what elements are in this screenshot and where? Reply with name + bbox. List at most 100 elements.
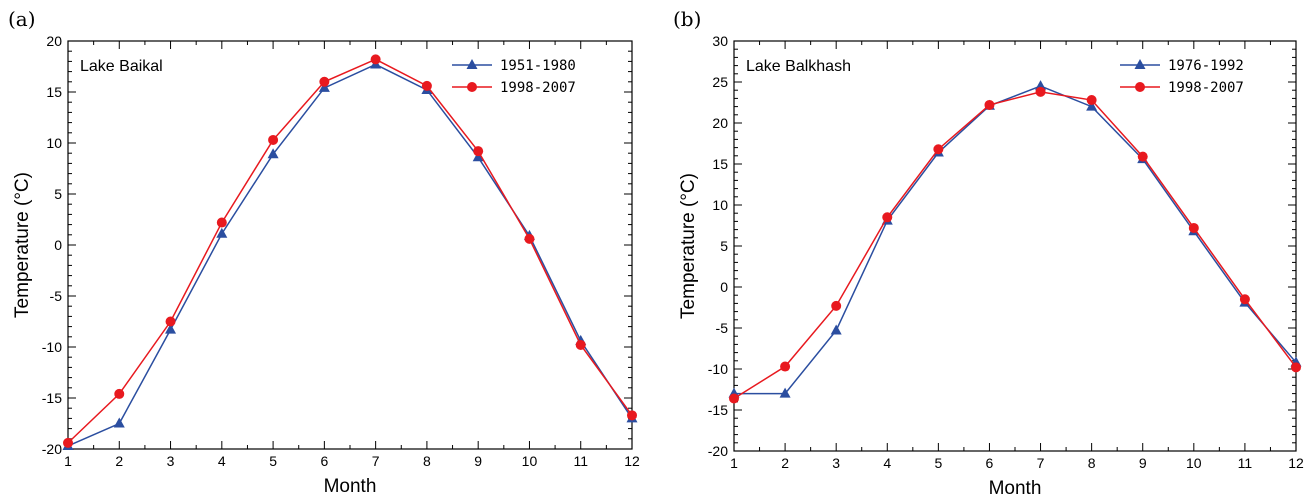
data-point-triangle [830, 324, 842, 335]
y-tick-label: -20 [42, 441, 62, 457]
chart-title: Lake Baikal [80, 58, 163, 75]
x-tick-label: 7 [1037, 455, 1045, 471]
data-point-circle [268, 134, 279, 145]
data-point-triangle [165, 323, 177, 334]
x-tick-label: 10 [1186, 455, 1202, 471]
y-tick-label: 5 [54, 186, 62, 202]
data-point-circle [729, 393, 739, 404]
series-line [734, 85, 1297, 395]
y-tick-label: 10 [712, 197, 728, 213]
x-tick-label: 11 [1238, 455, 1253, 471]
data-point-triangle [1086, 100, 1098, 111]
y-tick-label: -5 [716, 320, 729, 336]
y-tick-label: 0 [720, 279, 728, 295]
data-point-circle [524, 233, 535, 244]
panel-lake-baikal: (a)1 2 3 4 5 6 7 8 9 10 11 12-20-15-10-505101520Mon… [8, 7, 640, 497]
x-tick-label: 3 [832, 455, 840, 471]
x-tick-label: 1 [730, 455, 738, 471]
data-point-circle [575, 339, 586, 350]
series-1 [729, 86, 1301, 404]
series-0 [728, 80, 1302, 398]
data-point-circle [1086, 95, 1097, 106]
y-tick-label: 20 [46, 33, 62, 49]
data-point-circle [1239, 294, 1250, 305]
x-tick-label: 5 [934, 455, 942, 471]
x-axis-title: Month [324, 476, 377, 497]
data-point-triangle [267, 148, 279, 159]
y-tick-label: -10 [708, 361, 728, 377]
plot-frame [67, 40, 633, 450]
y-tick-label: 15 [46, 84, 62, 100]
data-point-triangle [779, 387, 791, 398]
y-tick-label: 25 [712, 74, 728, 90]
legend-marker-triangle [466, 59, 478, 69]
legend-marker-triangle [1134, 59, 1146, 69]
data-point-triangle [472, 151, 484, 162]
y-tick-label: 15 [712, 156, 728, 172]
y-tick-label: 5 [720, 238, 728, 254]
x-tick-label: 12 [624, 453, 640, 469]
data-point-triangle [1035, 80, 1047, 91]
data-point-circle [1291, 362, 1301, 373]
legend-marker-circle [1135, 82, 1145, 92]
x-tick-label: 11 [573, 453, 588, 469]
chart-title: Lake Balkhash [746, 58, 851, 75]
legend-label: 1998-2007 [1168, 80, 1244, 96]
x-tick-label: 1 [64, 453, 72, 469]
data-point-circle [63, 437, 73, 448]
x-tick-label: 12 [1288, 455, 1304, 471]
y-tick-label: -10 [42, 339, 62, 355]
legend-label: 1998-2007 [500, 80, 576, 96]
data-point-circle [1035, 86, 1046, 97]
data-point-circle [319, 76, 330, 87]
data-point-circle [165, 316, 176, 327]
y-tick-label: -20 [708, 443, 728, 459]
legend-label: 1976-1992 [1168, 58, 1244, 74]
plot-frame [733, 40, 1297, 452]
panel-lake-balkhash: (b)1 2 3 4 5 6 7 8 9 10 11 12-20-15-10-505101520253… [673, 7, 1304, 499]
x-tick-label: 4 [218, 453, 226, 469]
x-tick-label: 2 [781, 455, 789, 471]
data-point-circle [831, 300, 842, 311]
x-tick-label: 8 [423, 453, 431, 469]
y-tick-label: 20 [712, 115, 728, 131]
data-point-triangle [216, 227, 228, 238]
series-0 [62, 58, 638, 450]
data-point-circle [780, 361, 791, 372]
x-tick-label: 5 [269, 453, 277, 469]
x-axis-title: Month [989, 478, 1042, 499]
series-line [67, 58, 633, 444]
data-point-circle [370, 54, 381, 65]
legend: 1951-1980 1998-2007 [452, 58, 576, 96]
x-tick-label: 7 [372, 453, 380, 469]
data-point-circle [421, 80, 432, 91]
y-tick-label: -15 [42, 390, 62, 406]
x-tick-label: 9 [1139, 455, 1147, 471]
y-tick-label: -15 [708, 402, 728, 418]
data-point-circle [984, 99, 995, 110]
legend-marker-circle [467, 82, 477, 92]
y-tick-label: -5 [50, 288, 63, 304]
data-point-circle [1188, 222, 1199, 233]
legend: 1976-1992 1998-2007 [1120, 58, 1244, 96]
series-line [67, 63, 633, 447]
panel-label: (b) [673, 7, 701, 31]
x-tick-label: 3 [167, 453, 175, 469]
data-point-circle [216, 217, 227, 228]
x-tick-label: 6 [986, 455, 994, 471]
series-1 [63, 54, 637, 448]
x-tick-label: 4 [883, 455, 891, 471]
data-point-triangle [113, 417, 125, 428]
x-tick-label: 6 [320, 453, 328, 469]
data-point-circle [882, 212, 893, 223]
data-point-triangle [318, 81, 330, 92]
y-tick-label: 30 [712, 33, 728, 49]
legend-label: 1951-1980 [500, 58, 576, 74]
x-tick-label: 10 [522, 453, 538, 469]
data-point-circle [933, 144, 944, 155]
data-point-circle [627, 410, 637, 421]
x-tick-label: 8 [1088, 455, 1096, 471]
y-tick-label: 10 [46, 135, 62, 151]
data-point-circle [1137, 151, 1148, 162]
